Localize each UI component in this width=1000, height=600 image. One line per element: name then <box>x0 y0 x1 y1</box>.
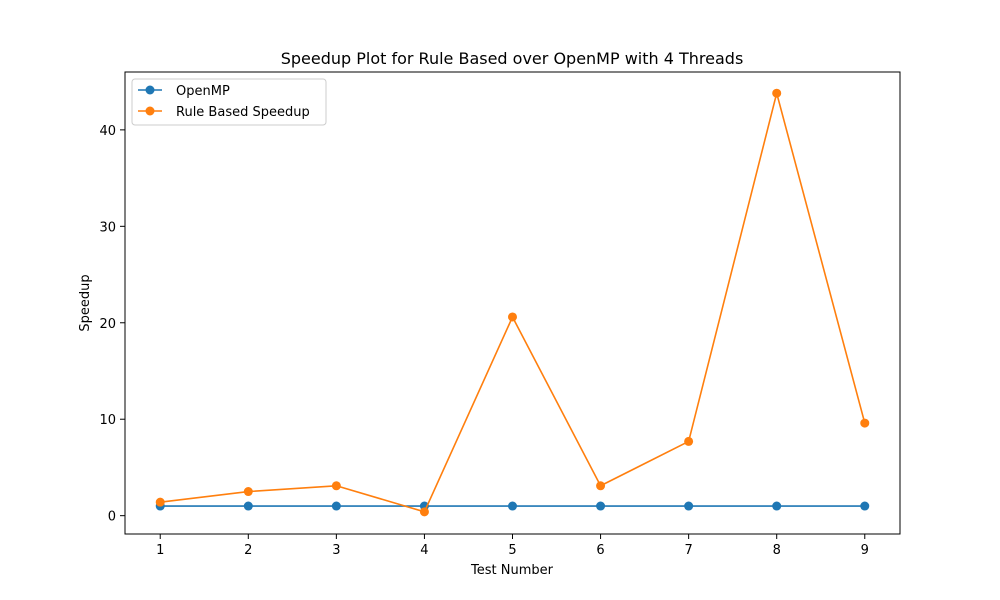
y-tick-label: 40 <box>99 124 116 139</box>
x-tick-label: 1 <box>156 543 164 558</box>
x-tick-label: 3 <box>332 543 340 558</box>
y-tick-label: 20 <box>99 317 116 332</box>
legend-box <box>131 78 327 126</box>
data-point-openmp <box>860 501 870 511</box>
chart-title: Speedup Plot for Rule Based over OpenMP … <box>281 49 744 68</box>
data-point-rule-based-speedup <box>508 312 517 322</box>
data-point-rule-based-speedup <box>860 418 870 428</box>
x-axis-label: Test Number <box>470 563 554 578</box>
data-point-openmp <box>684 501 694 511</box>
y-tick-label: 0 <box>108 510 116 525</box>
legend: OpenMP Rule Based Speedup <box>131 78 327 126</box>
data-point-rule-based-speedup <box>419 507 429 517</box>
y-tick-label: 30 <box>99 220 116 235</box>
plot-area <box>125 72 900 534</box>
data-point-rule-based-speedup <box>772 88 782 98</box>
legend-label-openmp: OpenMP <box>176 84 230 99</box>
legend-marker-openmp <box>145 85 155 95</box>
y-tick-label: 10 <box>99 413 116 428</box>
data-point-rule-based-speedup <box>155 497 165 507</box>
ticks-layer: 1 2 3 4 5 6 7 8 9 0 10 20 30 40 <box>99 124 868 558</box>
data-point-openmp <box>331 501 341 511</box>
data-point-rule-based-speedup <box>596 481 606 491</box>
x-tick-label: 8 <box>773 543 781 558</box>
data-point-openmp <box>243 501 253 511</box>
data-point-rule-based-speedup <box>684 436 694 446</box>
plot-frame <box>124 71 901 535</box>
x-tick-label: 4 <box>420 543 428 558</box>
legend-marker-rule-based <box>145 106 155 116</box>
data-point-rule-based-speedup <box>331 481 341 491</box>
x-tick-label: 5 <box>508 543 516 558</box>
x-tick-label: 2 <box>244 543 252 558</box>
data-point-openmp <box>596 501 606 511</box>
x-tick-label: 6 <box>596 543 604 558</box>
data-point-openmp <box>772 501 782 511</box>
data-point-rule-based-speedup <box>243 487 253 497</box>
x-tick-label: 9 <box>861 543 869 558</box>
y-axis-label: Speedup <box>78 274 93 331</box>
data-point-openmp <box>508 501 517 511</box>
series-layer <box>155 88 870 517</box>
x-tick-label: 7 <box>684 543 692 558</box>
legend-label-rule-based: Rule Based Speedup <box>176 105 310 120</box>
